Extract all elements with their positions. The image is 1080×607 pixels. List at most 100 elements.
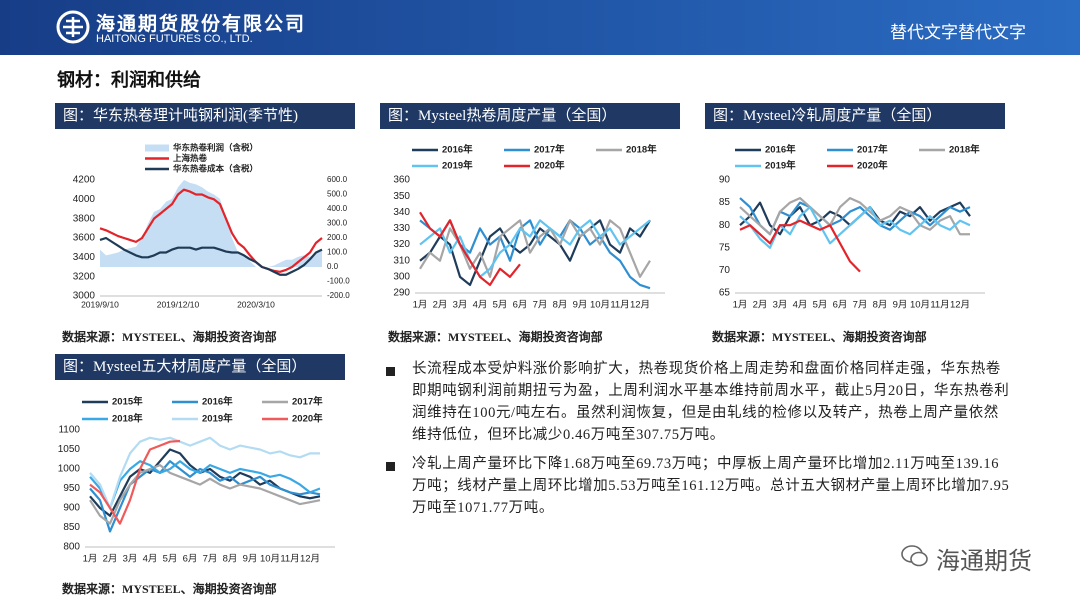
x-tick-label: 1月 <box>83 554 98 565</box>
y2-tick-label: 500.0 <box>327 190 348 199</box>
legend-label: 2020年 <box>857 160 888 172</box>
area <box>100 180 322 267</box>
x-tick-label: 5月 <box>813 300 828 311</box>
legend-label: 华东热卷成本（含税） <box>173 163 258 173</box>
y-tick-label: 3400 <box>73 252 96 263</box>
line <box>89 436 320 510</box>
bullet-text: 冷轧上周产量环比下降1.68万吨至69.73万吨；中厚板上周产量环比增加2.11… <box>412 456 1010 516</box>
x-tick-label: 3月 <box>773 300 788 311</box>
y-tick-label: 3000 <box>73 291 96 302</box>
x-tick-label: 5月 <box>493 300 508 311</box>
line <box>89 439 181 525</box>
y-tick-label: 350 <box>393 191 410 202</box>
y-tick-label: 80 <box>719 220 731 231</box>
source-note: 数据来源：MYSTEEL、海期投资咨询部 <box>62 582 277 596</box>
y2-tick-label: 100.0 <box>327 248 348 257</box>
y2-tick-label: 200.0 <box>327 233 348 242</box>
company-en: HAITONG FUTURES CO., LTD. <box>96 33 253 45</box>
x-tick-label: 7月 <box>533 300 548 311</box>
line <box>419 211 521 287</box>
y2-tick-label: 400.0 <box>327 204 348 213</box>
x-tick-label: 5月 <box>163 554 178 565</box>
y2-tick-label: -200.0 <box>327 291 350 300</box>
y-tick-label: 320 <box>393 239 410 250</box>
chart-title: 图：Mysteel热卷周度产量（全国） <box>380 103 680 129</box>
x-tick-label: 9月 <box>893 300 908 311</box>
y-tick-label: 4200 <box>73 175 96 186</box>
legend-label: 上海热卷 <box>173 153 208 163</box>
x-tick-label: 12月 <box>950 300 970 311</box>
source-note: 数据来源：MYSTEEL、海期投资咨询部 <box>712 330 927 344</box>
x-tick-label: 11月 <box>930 300 949 311</box>
legend-label: 2017年 <box>857 144 888 156</box>
legend-label: 2017年 <box>534 144 565 156</box>
y-tick-label: 75 <box>719 242 731 253</box>
line <box>99 188 323 273</box>
source-note: 数据来源：MYSTEEL、海期投资咨询部 <box>62 330 277 344</box>
x-tick-label: 9月 <box>573 300 588 311</box>
legend-label: 2017年 <box>292 396 323 408</box>
x-tick-label: 2020/3/10 <box>237 299 275 309</box>
x-tick-label: 2月 <box>433 300 448 311</box>
y-tick-label: 950 <box>63 483 80 494</box>
bullet-marker <box>386 367 395 376</box>
x-tick-label: 4月 <box>793 300 808 311</box>
x-tick-label: 2月 <box>103 554 118 565</box>
legend-label: 2016年 <box>442 144 473 156</box>
legend-label: 2019年 <box>202 413 233 425</box>
y2-tick-label: 600.0 <box>327 175 348 184</box>
legend-label: 2015年 <box>112 396 143 408</box>
bullet-marker <box>386 462 395 471</box>
line <box>739 206 971 249</box>
line <box>89 464 321 525</box>
x-tick-label: 9月 <box>243 554 258 565</box>
legend-label: 2016年 <box>765 144 796 156</box>
y-tick-label: 3800 <box>73 213 96 224</box>
wechat-icon <box>901 545 928 567</box>
y-tick-label: 340 <box>393 207 410 218</box>
y-tick-label: 310 <box>393 255 410 266</box>
y-tick-label: 1100 <box>58 425 80 436</box>
y-tick-label: 65 <box>719 288 731 299</box>
y-tick-label: 360 <box>393 175 410 186</box>
x-tick-label: 10月 <box>590 300 610 311</box>
line <box>739 201 971 236</box>
y-tick-label: 330 <box>393 223 410 234</box>
x-tick-label: 2019/9/10 <box>81 299 119 309</box>
legend-label: 2016年 <box>202 396 233 408</box>
line <box>89 460 321 510</box>
x-tick-label: 4月 <box>473 300 488 311</box>
legend-label: 2019年 <box>765 160 796 172</box>
x-tick-label: 11月 <box>610 300 629 311</box>
x-tick-label: 12月 <box>300 554 320 565</box>
x-tick-label: 11月 <box>280 554 299 565</box>
logo-icon <box>56 10 90 44</box>
header-right-text: 替代文字替代文字 <box>890 23 1026 43</box>
line <box>419 219 651 287</box>
line <box>89 460 321 533</box>
source-note: 数据来源：MYSTEEL、海期投资咨询部 <box>388 330 603 344</box>
legend-label: 2019年 <box>442 160 473 172</box>
y-tick-label: 300 <box>393 271 410 282</box>
x-tick-label: 1月 <box>413 300 428 311</box>
x-tick-label: 6月 <box>833 300 848 311</box>
x-tick-label: 2月 <box>753 300 768 311</box>
y2-tick-label: -100.0 <box>327 277 350 286</box>
x-tick-label: 3月 <box>453 300 468 311</box>
y-tick-label: 900 <box>63 503 80 514</box>
legend-label: 2018年 <box>112 413 143 425</box>
chart-title: 图：Mysteel冷轧周度产量（全国） <box>705 103 1005 129</box>
line <box>739 219 861 273</box>
x-tick-label: 10月 <box>910 300 930 311</box>
y-tick-label: 90 <box>719 175 731 186</box>
x-tick-label: 7月 <box>203 554 218 565</box>
x-tick-label: 6月 <box>183 554 198 565</box>
x-tick-label: 7月 <box>853 300 868 311</box>
header-bar: 海通期货股份有限公司 HAITONG FUTURES CO., LTD. 替代文… <box>0 0 1080 55</box>
x-tick-label: 12月 <box>630 300 650 311</box>
y-tick-label: 3200 <box>73 271 96 282</box>
x-tick-label: 3月 <box>123 554 138 565</box>
x-tick-label: 8月 <box>223 554 238 565</box>
